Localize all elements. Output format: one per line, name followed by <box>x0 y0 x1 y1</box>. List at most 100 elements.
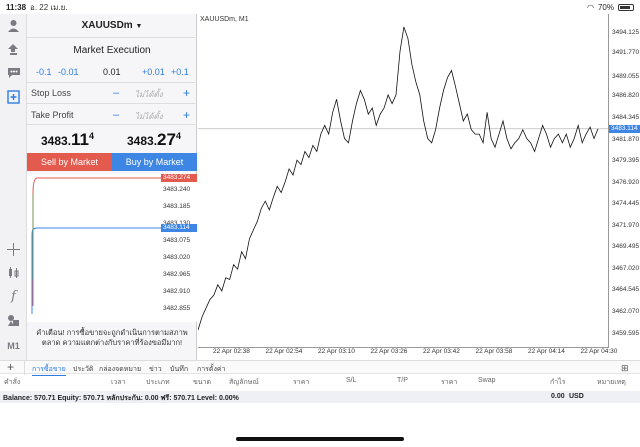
tab-journal[interactable]: บันทึก <box>170 366 189 373</box>
add-icon[interactable]: + <box>7 360 15 374</box>
crosshair-icon[interactable] <box>5 241 22 258</box>
candles-icon[interactable] <box>5 264 22 281</box>
ask-price-small: 3483. <box>127 134 158 148</box>
currency: USD <box>569 393 584 400</box>
battery-icon <box>618 3 634 11</box>
stop-loss-row: Stop Loss – ไม่ได้ตั้ง + <box>31 86 193 102</box>
lot-plus-0.01-button[interactable]: +0.01 <box>142 67 165 77</box>
bid-price-small: 3483. <box>41 134 72 148</box>
chevron-down-icon: ▼ <box>135 23 143 30</box>
objects-icon[interactable] <box>5 312 22 329</box>
sell-by-market-button[interactable]: Sell by Market <box>27 153 112 171</box>
status-bar: 11:38 อ. 22 เม.ย. ◠ 70% <box>0 0 640 14</box>
balance-row: Balance: 570.71 Equity: 570.71 หลักประกั… <box>0 391 640 403</box>
column-header: ราคา <box>293 379 310 386</box>
time-axis-label: 22 Apr 02:54 <box>265 348 303 355</box>
tick-label: 3483.185 <box>163 203 191 210</box>
divider <box>27 103 197 104</box>
total-profit: 0.00 <box>551 393 565 400</box>
ask-price-tag: 3483.274 <box>161 174 197 182</box>
price-axis-label: 3459.595 <box>612 329 640 337</box>
price-axis-label: 3486.820 <box>612 92 640 100</box>
time-axis-label: 22 Apr 03:10 <box>318 348 355 355</box>
take-profit-field[interactable]: ไม่ได้ตั้ง <box>135 112 163 121</box>
new-order-icon[interactable] <box>5 88 22 105</box>
date: อ. 22 เม.ย. <box>30 2 68 12</box>
symbol-name: XAUUSDm <box>81 20 133 31</box>
lot-minus-0.01-button[interactable]: -0.01 <box>58 67 79 77</box>
bid-line <box>31 227 161 314</box>
account-icon[interactable] <box>5 17 22 34</box>
balance-text: Balance: 570.71 Equity: 570.71 หลักประกั… <box>3 395 239 402</box>
ask-price-big: 27 <box>157 130 176 149</box>
take-profit-row: Take Profit – ไม่ได้ตั้ง + <box>31 108 193 124</box>
column-header: ประเภท <box>146 379 170 386</box>
price-axis-label: 3489.055 <box>612 73 640 80</box>
timeframe-button[interactable]: M1 <box>7 340 20 351</box>
price-chart[interactable]: XAUUSDm, M1 3494.125 3491.770 3489.055 3486… <box>198 14 640 360</box>
tick-label: 3482.855 <box>163 305 191 312</box>
time-axis-label: 22 Apr 02:38 <box>213 348 250 355</box>
execution-type[interactable]: Market Execution <box>73 45 151 56</box>
stop-loss-field[interactable]: ไม่ได้ตั้ง <box>135 90 163 99</box>
divider <box>27 82 197 83</box>
time-axis-label: 22 Apr 03:26 <box>370 348 408 355</box>
current-price-tag: 3483.114 <box>609 124 640 133</box>
wifi-icon: ◠ <box>587 2 594 12</box>
trade-table-header: คำสั่ง เวลา ประเภท ขนาด สัญลักษณ์ ราคา S… <box>0 375 640 388</box>
chat-icon[interactable] <box>5 64 22 81</box>
tab-trade[interactable]: การซื้อขาย <box>32 364 66 376</box>
take-profit-minus-button[interactable]: – <box>113 109 120 121</box>
stop-loss-plus-button[interactable]: + <box>183 86 191 100</box>
price-axis-label: 3464.545 <box>612 286 640 294</box>
symbol-selector[interactable]: XAUUSDm ▼ <box>27 20 197 31</box>
column-header: S/L <box>346 377 357 384</box>
lot-minus-0.1-button[interactable]: -0.1 <box>36 67 52 77</box>
trade-arrows-icon[interactable] <box>5 41 22 58</box>
lot-volume-field[interactable]: 0.01 <box>103 67 121 77</box>
price-axis-label: 3491.770 <box>612 49 640 57</box>
price-axis-label: 3462.070 <box>612 308 640 316</box>
price-axis-label: 3467.020 <box>612 264 640 272</box>
price-series-line <box>198 26 599 331</box>
lot-row: -0.1 -0.01 0.01 +0.01 +0.1 <box>27 67 197 81</box>
tab-mailbox[interactable]: กล่องจดหมาย <box>99 366 142 373</box>
indicators-icon[interactable]: f <box>11 289 16 304</box>
take-profit-plus-button[interactable]: + <box>183 108 191 122</box>
tab-news[interactable]: ข่าว <box>149 366 162 373</box>
price-axis-label: 3484.345 <box>612 114 640 122</box>
lot-plus-0.1-button[interactable]: +0.1 <box>171 67 189 77</box>
time-axis-label: 22 Apr 03:58 <box>475 348 513 355</box>
tab-settings[interactable]: การตั้งค่า <box>197 366 226 373</box>
tick-label: 3483.130 <box>163 220 190 227</box>
execution-warning: คำเตือน! การซื้อขายจะถูกดำเนินการตามสภาพ… <box>36 328 188 347</box>
toolbox-tabs: + การซื้อขาย ประวัติ กล่องจดหมาย ข่าว บั… <box>0 360 640 376</box>
buy-by-market-button[interactable]: Buy by Market <box>112 153 197 171</box>
status-right: ◠ 70% <box>587 3 634 12</box>
column-header: สัญลักษณ์ <box>229 379 259 386</box>
ask-price-sup: 4 <box>175 131 181 141</box>
column-header: Swap <box>478 377 496 384</box>
stop-loss-minus-button[interactable]: – <box>113 87 120 99</box>
column-header: T/P <box>397 377 408 384</box>
tick-chart-lines <box>31 177 161 314</box>
column-header: หมายเหตุ <box>597 379 626 386</box>
price-axis-label: 3479.395 <box>612 157 640 165</box>
clock: 11:38 <box>6 2 27 12</box>
ask-price: 3483.274 <box>127 130 181 152</box>
divider <box>24 361 25 375</box>
bid-price: 3483.114 <box>41 130 94 152</box>
battery-fill <box>620 5 630 9</box>
price-axis-label: 3476.920 <box>612 178 640 186</box>
take-profit-label: Take Profit <box>31 110 74 120</box>
tab-history[interactable]: ประวัติ <box>73 366 94 373</box>
tick-label: 3482.910 <box>163 288 191 295</box>
time-axis-label: 22 Apr 03:42 <box>423 348 460 355</box>
layout-grid-icon[interactable]: ⊞ <box>621 363 629 373</box>
time-axis-label: 22 Apr 04:14 <box>528 348 565 355</box>
chart-canvas <box>198 14 609 348</box>
tick-label: 3483.240 <box>163 186 191 193</box>
order-panel: XAUUSDm ▼ Market Execution -0.1 -0.01 0.… <box>27 14 197 360</box>
tick-label: 3482.965 <box>163 271 191 278</box>
price-axis-label: 3469.495 <box>612 243 640 251</box>
